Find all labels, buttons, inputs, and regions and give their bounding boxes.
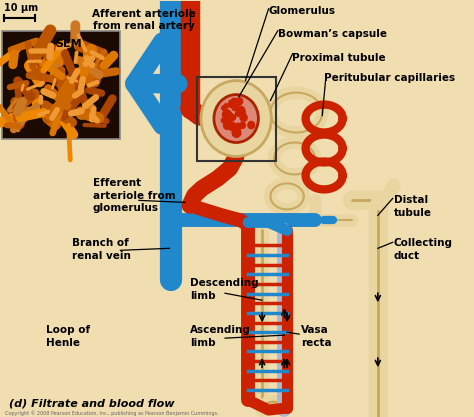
- Circle shape: [232, 128, 241, 137]
- Circle shape: [248, 121, 255, 129]
- Text: Descending
limb: Descending limb: [190, 278, 258, 301]
- Circle shape: [222, 110, 231, 119]
- Circle shape: [214, 95, 258, 143]
- Circle shape: [221, 118, 226, 123]
- Text: Collecting
duct: Collecting duct: [393, 239, 453, 261]
- Text: Glomerulus: Glomerulus: [269, 6, 336, 16]
- Circle shape: [240, 114, 247, 121]
- Circle shape: [240, 122, 246, 128]
- Text: Branch of
renal vein: Branch of renal vein: [72, 239, 131, 261]
- Text: Efferent
arteriole from
glomerulus: Efferent arteriole from glomerulus: [92, 178, 175, 213]
- Circle shape: [237, 108, 242, 113]
- Circle shape: [230, 115, 236, 120]
- Circle shape: [233, 100, 240, 107]
- Circle shape: [238, 109, 245, 116]
- Text: Ascending
limb: Ascending limb: [190, 325, 251, 347]
- Circle shape: [231, 98, 237, 105]
- Circle shape: [201, 80, 271, 156]
- Circle shape: [228, 122, 236, 130]
- Circle shape: [225, 113, 234, 122]
- Circle shape: [232, 106, 237, 111]
- Bar: [2, 31, 120, 138]
- Circle shape: [235, 126, 240, 131]
- Circle shape: [228, 100, 236, 108]
- Circle shape: [240, 114, 245, 119]
- Circle shape: [237, 107, 245, 115]
- Text: Proximal tubule: Proximal tubule: [292, 53, 385, 63]
- Circle shape: [224, 104, 228, 108]
- Text: Distal
tubule: Distal tubule: [393, 196, 432, 218]
- Text: Peritubular capillaries: Peritubular capillaries: [324, 73, 455, 83]
- Text: Afferent arteriole
from renal artery: Afferent arteriole from renal artery: [91, 9, 195, 31]
- Circle shape: [228, 114, 232, 119]
- Text: Copyright © 2008 Pearson Education, Inc., publishing as Pearson Benjamin Cumming: Copyright © 2008 Pearson Education, Inc.…: [5, 410, 218, 416]
- Circle shape: [224, 121, 231, 129]
- Text: Vasa
recta: Vasa recta: [301, 325, 332, 347]
- Text: SEM: SEM: [55, 39, 82, 49]
- Text: 10 μm: 10 μm: [4, 3, 38, 13]
- Text: Bowman’s capsule: Bowman’s capsule: [278, 29, 387, 39]
- Text: Loop of
Henle: Loop of Henle: [46, 325, 91, 347]
- Text: (d) Filtrate and blood flow: (d) Filtrate and blood flow: [9, 398, 175, 408]
- Circle shape: [236, 98, 243, 105]
- Circle shape: [236, 111, 241, 116]
- Circle shape: [226, 113, 231, 118]
- Circle shape: [222, 106, 226, 110]
- Bar: [197, 77, 276, 161]
- Circle shape: [235, 123, 240, 129]
